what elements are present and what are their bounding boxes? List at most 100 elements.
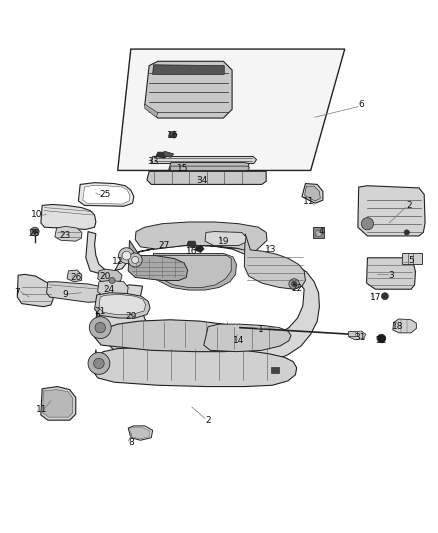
Text: 25: 25 bbox=[100, 190, 111, 199]
Text: 5: 5 bbox=[408, 256, 414, 265]
Circle shape bbox=[122, 251, 131, 260]
Polygon shape bbox=[205, 231, 246, 246]
Polygon shape bbox=[169, 163, 249, 169]
Polygon shape bbox=[118, 49, 345, 171]
Polygon shape bbox=[98, 280, 128, 297]
Bar bbox=[316, 231, 321, 236]
Polygon shape bbox=[41, 205, 96, 229]
Polygon shape bbox=[83, 185, 130, 204]
Text: 31: 31 bbox=[354, 333, 365, 342]
Text: 20: 20 bbox=[100, 272, 111, 281]
Text: 17: 17 bbox=[370, 294, 381, 302]
Polygon shape bbox=[152, 253, 237, 290]
Polygon shape bbox=[302, 183, 323, 203]
Bar bbox=[272, 367, 279, 374]
Text: 33: 33 bbox=[147, 157, 159, 166]
Polygon shape bbox=[135, 222, 267, 253]
Text: 11: 11 bbox=[35, 405, 47, 414]
Text: 29: 29 bbox=[125, 312, 137, 321]
Text: 4: 4 bbox=[319, 227, 325, 236]
Circle shape bbox=[361, 217, 374, 230]
Polygon shape bbox=[304, 186, 320, 201]
Polygon shape bbox=[78, 183, 134, 206]
Polygon shape bbox=[349, 331, 366, 340]
Circle shape bbox=[377, 334, 386, 343]
Polygon shape bbox=[93, 348, 297, 386]
Circle shape bbox=[128, 253, 142, 267]
Polygon shape bbox=[156, 256, 231, 287]
Text: 2: 2 bbox=[406, 201, 412, 210]
Text: 18: 18 bbox=[392, 322, 404, 331]
Polygon shape bbox=[95, 293, 150, 318]
Text: 23: 23 bbox=[60, 231, 71, 240]
Polygon shape bbox=[244, 234, 305, 289]
Circle shape bbox=[291, 281, 297, 287]
Polygon shape bbox=[152, 65, 224, 75]
Polygon shape bbox=[147, 171, 266, 184]
Text: 8: 8 bbox=[129, 438, 134, 447]
Bar bbox=[348, 331, 357, 336]
Polygon shape bbox=[17, 274, 53, 306]
Polygon shape bbox=[86, 231, 319, 366]
Text: 16: 16 bbox=[186, 247, 197, 256]
Polygon shape bbox=[393, 319, 417, 333]
Text: 2: 2 bbox=[205, 416, 211, 425]
Polygon shape bbox=[42, 390, 73, 417]
Text: 32: 32 bbox=[375, 336, 386, 345]
Circle shape bbox=[132, 256, 139, 263]
Polygon shape bbox=[194, 246, 204, 253]
Text: 9: 9 bbox=[63, 290, 68, 300]
Polygon shape bbox=[358, 185, 425, 236]
Polygon shape bbox=[95, 310, 251, 352]
Polygon shape bbox=[130, 427, 150, 439]
Text: 26: 26 bbox=[70, 273, 81, 282]
Text: 15: 15 bbox=[177, 164, 189, 173]
Text: 12: 12 bbox=[112, 257, 124, 266]
Circle shape bbox=[89, 317, 111, 338]
Polygon shape bbox=[41, 386, 76, 420]
Text: 3: 3 bbox=[389, 271, 394, 280]
Text: 14: 14 bbox=[233, 336, 245, 345]
Text: 7: 7 bbox=[14, 288, 20, 297]
Polygon shape bbox=[163, 151, 173, 157]
Circle shape bbox=[94, 358, 104, 369]
Polygon shape bbox=[128, 426, 152, 440]
Text: 34: 34 bbox=[196, 176, 207, 185]
Polygon shape bbox=[128, 240, 187, 280]
Polygon shape bbox=[99, 294, 146, 314]
Polygon shape bbox=[98, 269, 122, 283]
Text: 6: 6 bbox=[358, 100, 364, 109]
Circle shape bbox=[109, 277, 115, 284]
Text: 11: 11 bbox=[303, 197, 314, 206]
Bar bbox=[403, 253, 422, 264]
Polygon shape bbox=[187, 241, 196, 248]
Polygon shape bbox=[155, 152, 167, 158]
Polygon shape bbox=[55, 227, 82, 241]
Polygon shape bbox=[145, 104, 158, 117]
Circle shape bbox=[30, 227, 39, 236]
Polygon shape bbox=[46, 282, 106, 302]
Text: 13: 13 bbox=[265, 245, 276, 254]
Polygon shape bbox=[168, 131, 177, 138]
Text: 28: 28 bbox=[28, 229, 39, 238]
Text: 19: 19 bbox=[218, 237, 229, 246]
Circle shape bbox=[119, 248, 134, 263]
Circle shape bbox=[289, 279, 299, 289]
Circle shape bbox=[381, 293, 389, 300]
Text: 10: 10 bbox=[31, 211, 42, 220]
Polygon shape bbox=[170, 166, 250, 171]
Circle shape bbox=[88, 352, 110, 374]
Polygon shape bbox=[151, 157, 257, 164]
Bar bbox=[313, 227, 324, 238]
Text: 21: 21 bbox=[95, 306, 106, 316]
Polygon shape bbox=[204, 324, 291, 352]
Text: 27: 27 bbox=[159, 241, 170, 250]
Circle shape bbox=[32, 229, 37, 234]
Text: 1: 1 bbox=[258, 325, 263, 334]
Polygon shape bbox=[67, 270, 82, 282]
Circle shape bbox=[404, 230, 410, 235]
Text: 22: 22 bbox=[291, 284, 302, 293]
Text: 24: 24 bbox=[103, 285, 115, 294]
Circle shape bbox=[95, 322, 106, 333]
Polygon shape bbox=[367, 258, 416, 289]
